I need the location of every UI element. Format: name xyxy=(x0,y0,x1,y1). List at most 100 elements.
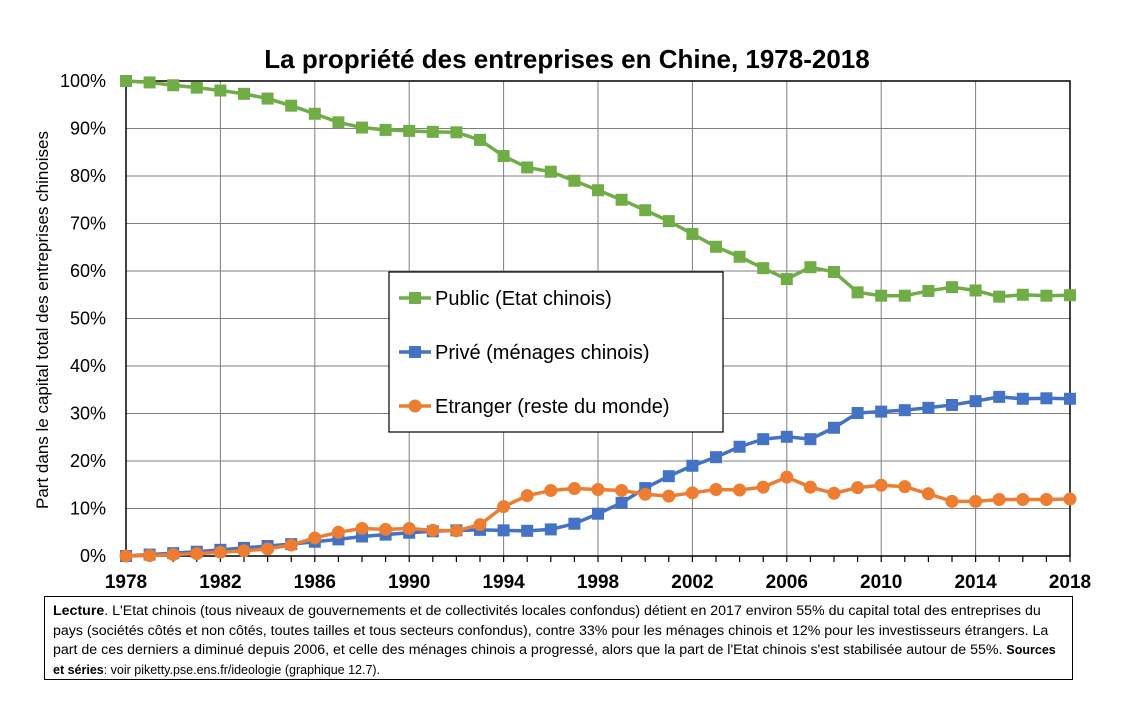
data-point xyxy=(544,165,557,178)
y-tick-label: 30% xyxy=(70,404,106,424)
data-point xyxy=(686,459,699,472)
y-tick-label: 0% xyxy=(80,546,106,566)
y-tick-label: 40% xyxy=(70,356,106,376)
data-point xyxy=(733,250,746,263)
data-point xyxy=(213,545,227,559)
y-tick-label: 10% xyxy=(70,499,106,519)
data-point xyxy=(686,227,699,240)
y-tick-label: 100% xyxy=(60,71,106,91)
data-point xyxy=(403,124,416,137)
legend-label: Privé (ménages chinois) xyxy=(435,342,650,364)
data-point xyxy=(214,84,227,97)
data-point xyxy=(167,79,180,92)
data-point xyxy=(709,483,723,496)
data-point xyxy=(922,284,935,297)
legend-label: Public (Etat chinois) xyxy=(435,288,612,310)
y-axis-label: Part dans le capital total des entrepris… xyxy=(33,131,52,509)
series-1 xyxy=(120,75,1076,303)
x-tick-label: 1990 xyxy=(388,572,430,593)
data-point xyxy=(497,150,510,163)
data-point xyxy=(922,401,935,414)
line-chart: La propriété des entreprises en Chine, 1… xyxy=(33,44,1091,593)
data-point xyxy=(1016,288,1029,301)
data-point xyxy=(591,483,605,496)
y-tick-label: 80% xyxy=(70,166,106,186)
data-point xyxy=(1040,392,1053,405)
data-point xyxy=(592,184,604,197)
data-point xyxy=(521,161,534,174)
data-point xyxy=(261,542,275,556)
x-tick-label: 2014 xyxy=(954,572,997,593)
data-point xyxy=(544,523,557,536)
data-point xyxy=(567,482,581,496)
data-point xyxy=(662,489,676,503)
reading-note: Lecture. L'Etat chinois (tous niveaux de… xyxy=(44,596,1073,680)
data-point xyxy=(426,523,440,537)
data-point xyxy=(449,524,463,538)
data-point xyxy=(804,261,817,274)
series-3 xyxy=(119,470,1077,563)
data-point xyxy=(898,480,912,494)
data-point xyxy=(426,125,439,138)
data-point xyxy=(898,289,911,302)
data-point xyxy=(450,126,463,139)
data-point xyxy=(284,538,298,552)
legend-marker xyxy=(409,346,421,358)
y-tick-label: 60% xyxy=(70,261,106,281)
data-point xyxy=(638,487,652,501)
chart-title: La propriété des entreprises en Chine, 1… xyxy=(264,44,869,74)
data-point xyxy=(379,123,392,136)
legend-marker xyxy=(409,292,421,304)
data-point xyxy=(685,486,699,500)
data-point xyxy=(756,480,770,494)
data-point xyxy=(308,531,322,545)
data-point xyxy=(946,281,958,294)
data-point xyxy=(733,483,747,497)
data-point xyxy=(662,215,675,228)
x-tick-label: 1978 xyxy=(105,572,147,593)
sources-label: Sources et séries xyxy=(53,643,1056,677)
data-point xyxy=(190,547,204,561)
lecture-text: . L'Etat chinois (tous niveaux de gouver… xyxy=(53,603,1049,658)
data-point xyxy=(166,548,180,562)
data-point xyxy=(238,87,250,100)
y-tick-label: 70% xyxy=(70,214,106,234)
data-point xyxy=(379,522,393,536)
data-point xyxy=(497,524,510,537)
x-tick-label: 1986 xyxy=(294,572,336,593)
legend-item: Public (Etat chinois) xyxy=(399,288,612,310)
data-point xyxy=(804,433,817,446)
data-point xyxy=(969,284,982,297)
data-point xyxy=(780,430,793,443)
data-point xyxy=(1016,492,1030,506)
y-tick-label: 90% xyxy=(70,119,106,139)
data-point xyxy=(474,133,486,146)
data-point xyxy=(190,81,203,94)
data-point xyxy=(521,524,534,537)
data-point xyxy=(851,286,864,299)
data-point xyxy=(1039,492,1053,506)
data-point xyxy=(615,483,629,497)
data-point xyxy=(945,494,959,508)
y-tick-label: 20% xyxy=(70,451,106,471)
data-point xyxy=(331,525,345,539)
data-point xyxy=(1040,289,1053,302)
y-tick-label: 50% xyxy=(70,309,106,329)
data-point xyxy=(120,75,132,87)
x-tick-label: 2018 xyxy=(1049,572,1091,593)
data-point xyxy=(803,480,817,494)
data-point xyxy=(992,492,1006,506)
legend: Public (Etat chinois) Privé (ménages chin… xyxy=(388,271,724,433)
data-point xyxy=(828,265,840,278)
data-point xyxy=(780,273,793,286)
legend-item: Etranger (reste du monde) xyxy=(399,396,670,418)
x-tick-label: 1994 xyxy=(482,572,525,593)
data-point xyxy=(544,483,558,497)
data-point xyxy=(827,486,841,500)
data-point xyxy=(592,507,604,520)
data-point xyxy=(1063,492,1077,506)
data-point xyxy=(898,404,911,417)
data-point xyxy=(946,398,958,411)
data-point xyxy=(875,289,888,302)
series-lines xyxy=(119,75,1077,563)
